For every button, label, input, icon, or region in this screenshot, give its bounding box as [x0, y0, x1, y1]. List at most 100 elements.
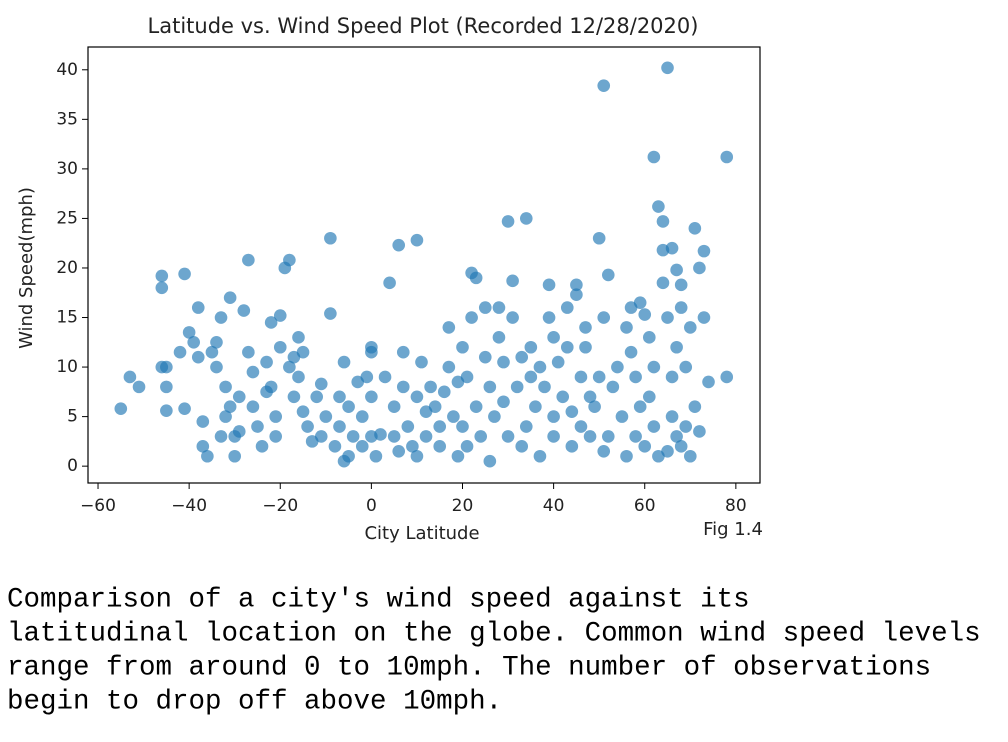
scatter-point [360, 370, 374, 384]
scatter-point [702, 375, 715, 389]
scatter-point [510, 380, 524, 394]
scatter-point [460, 440, 474, 453]
scatter-point [346, 430, 360, 443]
x-tick-label: 80 [725, 496, 747, 516]
scatter-point [556, 390, 570, 404]
scatter-point [387, 430, 401, 443]
scatter-point [365, 390, 378, 404]
scatter-point [538, 380, 551, 394]
scatter-point [324, 231, 337, 245]
scatter-point [688, 400, 702, 414]
caption: Comparison of a city's wind speed agains… [7, 584, 981, 717]
scatter-point [273, 309, 287, 322]
scatter-point [132, 380, 146, 394]
scatter-point [570, 288, 583, 302]
scatter-point [579, 340, 592, 354]
scatter-point [656, 215, 670, 228]
x-tick-label: 60 [634, 496, 656, 516]
scatter-point [333, 390, 346, 404]
scatter-point [720, 150, 734, 164]
caption-line: begin to drop off above 10mph. [7, 686, 502, 717]
scatter-point [355, 410, 369, 423]
scatter-point [205, 345, 219, 359]
scatter-point [214, 430, 228, 443]
scatter-point [542, 311, 556, 324]
scatter-point [497, 355, 510, 369]
scatter-point [565, 440, 579, 453]
scatter-point [620, 449, 633, 463]
scatter-point [693, 425, 706, 438]
scatter-point [314, 377, 328, 391]
scatter-point [583, 390, 597, 404]
scatter-point [674, 278, 688, 292]
scatter-point [629, 430, 642, 443]
plot-area [114, 61, 734, 468]
scatter-point [547, 410, 560, 423]
scatter-point [314, 430, 328, 443]
scatter-point [155, 281, 169, 295]
scatter-point [260, 355, 273, 369]
scatter-point [560, 301, 574, 314]
scatter-point [588, 400, 601, 414]
scatter-point [679, 360, 693, 374]
scatter-point [283, 360, 296, 374]
scatter-point [693, 261, 706, 275]
figure-annotation: Fig 1.4 [703, 519, 763, 540]
scatter-point [688, 222, 702, 235]
scatter-point [656, 276, 670, 290]
scatter-point [328, 440, 342, 453]
scatter-point [492, 331, 506, 344]
scatter-point [210, 360, 223, 374]
scatter-point [533, 449, 547, 463]
scatter-point [242, 345, 255, 359]
scatter-point [428, 400, 442, 414]
scatter-point [182, 326, 196, 339]
scatter-point [620, 321, 633, 334]
scatter-point [601, 430, 615, 443]
y-axis-label: Wind Speed(mph) [16, 187, 37, 349]
scatter-point [642, 390, 656, 404]
scatter-point [601, 268, 615, 282]
scatter-point [219, 410, 232, 423]
x-tick-label: −60 [80, 496, 116, 516]
scatter-point [647, 360, 661, 374]
scatter-point [283, 253, 296, 267]
y-tick-label: 25 [56, 208, 78, 228]
scatter-point [506, 274, 519, 288]
scatter-point [160, 404, 173, 417]
y-tick-label: 15 [56, 308, 78, 328]
scatter-point [201, 449, 214, 463]
scatter-point [337, 355, 351, 369]
scatter-point [592, 231, 606, 245]
scatter-point [333, 420, 346, 433]
scatter-point [524, 370, 538, 384]
scatter-point [519, 212, 533, 225]
scatter-point [287, 390, 301, 404]
scatter-point [633, 400, 647, 414]
scatter-point [437, 385, 451, 399]
scatter-point [396, 380, 410, 394]
scatter-point [237, 304, 251, 317]
scatter-point [310, 390, 324, 404]
scatter-point [465, 311, 478, 324]
caption-line: range from around 0 to 10mph. The number… [7, 652, 931, 683]
scatter-point [469, 400, 483, 414]
chart-title: Latitude vs. Wind Speed Plot (Recorded 1… [148, 14, 699, 38]
scatter-point [565, 405, 579, 418]
scatter-point [661, 311, 674, 324]
scatter-point [160, 360, 173, 374]
scatter-point [319, 410, 333, 423]
scatter-point [670, 430, 683, 443]
scatter-point [173, 345, 187, 359]
scatter-point [456, 420, 469, 433]
scatter-point [670, 340, 683, 354]
scatter-point [424, 380, 437, 394]
scatter-point [460, 370, 474, 384]
x-tick-label: −20 [262, 496, 298, 516]
scatter-point [674, 301, 688, 314]
scatter-point [642, 331, 656, 344]
y-tick-label: 10 [56, 357, 78, 377]
scatter-point [670, 263, 683, 277]
scatter-point [551, 355, 565, 369]
scatter-point [501, 430, 515, 443]
